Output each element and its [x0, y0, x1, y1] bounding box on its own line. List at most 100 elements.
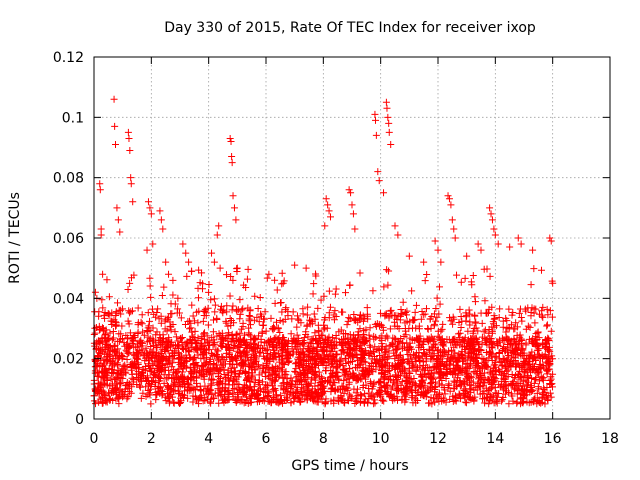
data-point — [390, 379, 398, 387]
data-point — [144, 198, 152, 206]
data-point — [243, 374, 251, 382]
data-point — [258, 369, 266, 377]
data-point — [207, 349, 215, 357]
data-point — [495, 390, 503, 398]
data-point — [461, 353, 469, 361]
data-point — [123, 355, 131, 363]
data-point — [296, 398, 304, 406]
data-point — [409, 399, 417, 407]
data-point — [181, 321, 189, 329]
data-point — [357, 392, 365, 400]
data-point — [226, 134, 234, 142]
data-point — [300, 350, 308, 358]
data-point — [293, 383, 301, 391]
data-point — [283, 379, 291, 387]
data-point — [111, 122, 119, 130]
data-point — [420, 350, 428, 358]
data-point — [363, 304, 371, 312]
data-point — [265, 366, 273, 374]
data-point — [224, 343, 232, 351]
data-point — [511, 340, 519, 348]
data-point — [109, 328, 117, 336]
data-point — [139, 389, 147, 397]
data-point — [464, 373, 472, 381]
data-point — [258, 329, 266, 337]
data-point — [480, 265, 488, 273]
data-point — [505, 305, 513, 313]
data-point — [458, 352, 466, 360]
y-axis-label: ROTI / TECUs — [7, 192, 23, 284]
data-point — [539, 341, 547, 349]
data-point — [385, 376, 392, 384]
data-point — [548, 313, 556, 321]
data-point — [445, 380, 453, 388]
data-point — [114, 216, 122, 224]
data-point — [129, 350, 137, 358]
data-point — [434, 246, 442, 254]
data-point — [515, 371, 523, 379]
data-point — [534, 350, 542, 358]
data-point — [500, 344, 508, 352]
data-point — [429, 335, 437, 343]
data-point — [300, 368, 308, 376]
data-point — [199, 350, 207, 358]
data-point — [365, 370, 373, 378]
data-point — [346, 281, 354, 289]
data-point — [446, 395, 454, 403]
data-point — [145, 354, 153, 362]
data-point — [236, 296, 244, 304]
data-point — [317, 356, 325, 364]
data-point — [426, 385, 434, 393]
data-point — [351, 363, 359, 371]
data-point — [97, 378, 105, 386]
data-point — [275, 364, 283, 372]
data-point — [225, 329, 233, 337]
chart-title: Day 330 of 2015, Rate Of TEC Index for r… — [164, 20, 536, 36]
data-point — [509, 378, 517, 386]
data-point — [197, 354, 205, 362]
data-point — [164, 339, 172, 347]
data-point — [438, 325, 446, 333]
data-point — [263, 350, 271, 358]
data-point — [229, 276, 237, 284]
data-point — [490, 323, 498, 331]
data-point — [178, 391, 186, 399]
data-point — [495, 355, 503, 363]
data-point — [436, 365, 444, 373]
data-point — [548, 380, 556, 388]
data-point — [232, 331, 240, 339]
data-point — [116, 380, 124, 388]
data-point — [115, 306, 123, 314]
data-point — [118, 322, 126, 330]
data-point — [408, 394, 416, 402]
data-point — [463, 343, 471, 351]
data-point — [478, 333, 486, 341]
data-point — [189, 312, 197, 320]
data-point — [293, 331, 301, 339]
data-point — [142, 392, 150, 400]
data-point — [419, 352, 427, 360]
data-point — [467, 374, 475, 382]
data-point — [259, 345, 267, 353]
data-point — [100, 390, 108, 398]
data-point — [311, 370, 319, 378]
data-point — [269, 343, 277, 351]
data-point — [515, 386, 523, 394]
data-point — [215, 399, 223, 407]
data-point — [223, 302, 231, 310]
data-point — [270, 355, 278, 363]
data-point — [401, 391, 409, 399]
data-point — [369, 363, 377, 371]
data-point — [339, 366, 347, 374]
data-point — [474, 380, 482, 388]
data-point — [415, 335, 423, 343]
data-point — [146, 204, 154, 212]
data-point — [356, 325, 364, 333]
data-point — [99, 270, 107, 278]
data-point — [457, 380, 465, 388]
data-point — [456, 382, 464, 390]
data-point — [433, 294, 441, 302]
data-point — [433, 347, 441, 355]
data-point — [298, 388, 306, 396]
data-point — [391, 365, 399, 373]
